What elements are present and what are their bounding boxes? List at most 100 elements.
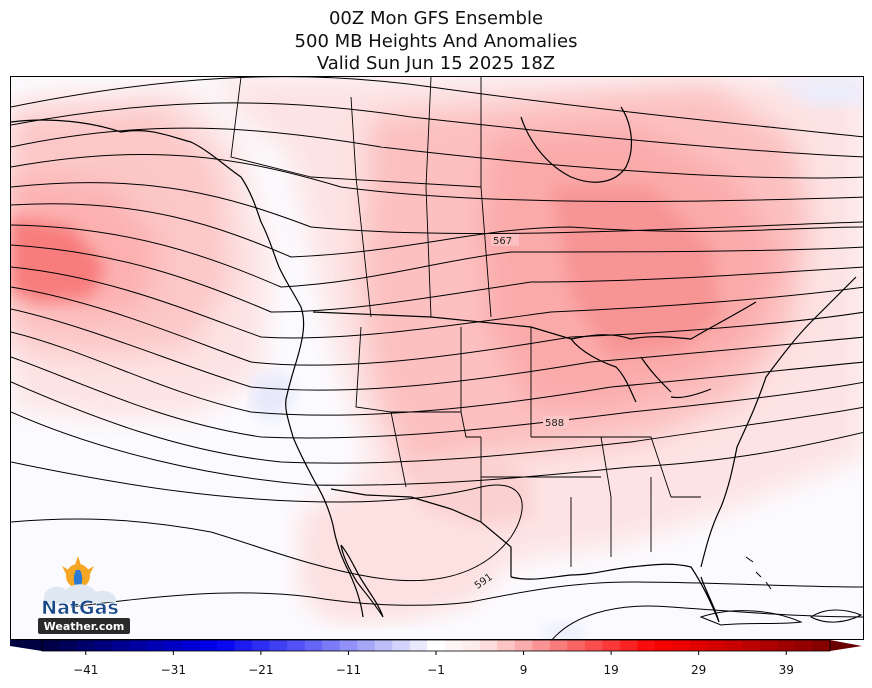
colorbar-tick-label: 39: [779, 663, 794, 677]
height-contours: [11, 77, 863, 639]
colorbar-cell: [94, 640, 113, 651]
colorbar-cell: [392, 640, 411, 651]
colorbar-cell: [252, 640, 271, 651]
colorbar-cell: [129, 640, 148, 651]
colorbar-cell: [759, 640, 778, 651]
colorbar-tick-label: 29: [691, 663, 706, 677]
height-contour: [11, 331, 863, 416]
colorbar-max-arrow: [830, 640, 862, 651]
colorbar-cell: [584, 640, 603, 651]
colorbar-cell: [707, 640, 726, 651]
colorbar-tick-label: −21: [248, 663, 273, 677]
colorbar-cell: [567, 640, 586, 651]
colorbar-cell: [287, 640, 306, 651]
height-contour: [11, 461, 523, 582]
state-lines: [355, 326, 701, 567]
natgas-weather-logo: NatGas Weather.com: [38, 556, 130, 634]
sun-flame-icon: [62, 556, 94, 590]
hudson-bay: [520, 106, 632, 183]
colorbar-cell: [724, 640, 743, 651]
colorbar-tick-label: −1: [427, 663, 445, 677]
height-contour: [11, 244, 863, 313]
great-lakes: [570, 338, 712, 403]
colorbar-cell: [689, 640, 708, 651]
anomaly-shading: [11, 77, 863, 639]
colorbar-cell: [217, 640, 236, 651]
height-contour: [70, 581, 863, 608]
colorbar-cell: [199, 640, 218, 651]
height-contour: [11, 286, 863, 366]
colorbar-cell: [549, 640, 568, 651]
baja-peninsula: [340, 544, 384, 618]
colorbar-cell: [147, 640, 166, 651]
colorbar-cell: [374, 640, 393, 651]
title-line-2: 500 MB Heights And Anomalies: [294, 31, 578, 52]
colorbar-cell: [514, 640, 533, 651]
colorbar-tick-label: 9: [520, 663, 528, 677]
canada-provinces: [230, 77, 492, 318]
cloud-icon: [44, 584, 117, 604]
gulf-coast: [510, 563, 720, 623]
caribbean: [699, 556, 863, 626]
height-contour: [11, 203, 863, 258]
height-contour: [11, 411, 863, 486]
colorbar-cell: [602, 640, 621, 651]
colorbar-cell: [479, 640, 498, 651]
colorbar-cell: [112, 640, 131, 651]
colorbar-cell: [444, 640, 463, 651]
height-contour: [11, 356, 863, 439]
height-contour: [11, 381, 863, 464]
colorbar-min-arrow: [10, 640, 42, 651]
colorbar-cell: [462, 640, 481, 651]
colorbar-tick-label: −41: [73, 663, 98, 677]
logo-text-natgas: NatGas: [41, 597, 119, 619]
colorbar-cell: [812, 640, 831, 651]
colorbar-cell: [427, 640, 446, 651]
colorbar-cell: [339, 640, 358, 651]
logo-text-weathercom: Weather.com: [44, 620, 125, 633]
mexico-border: [330, 488, 512, 577]
colorbar-cell: [42, 640, 61, 651]
colorbar-cell: [742, 640, 761, 651]
map-panel: 567 588 591: [10, 76, 864, 640]
contour-label: 567: [493, 236, 512, 247]
colorbar-cell: [304, 640, 323, 651]
height-contour: [11, 224, 863, 288]
colorbar-cell: [409, 640, 428, 651]
hispaniola: [810, 609, 863, 623]
title-line-3: Valid Sun Jun 15 2025 18Z: [316, 53, 556, 74]
colorbar-tick-label: 19: [603, 663, 618, 677]
boundaries: [11, 77, 857, 623]
height-contour: [11, 102, 863, 158]
height-contour: [11, 127, 863, 179]
cuba: [699, 610, 803, 626]
atlantic-coast: [700, 276, 857, 568]
map-svg: 567 588 591: [11, 77, 863, 639]
height-contour: [11, 153, 863, 202]
height-contour: [552, 605, 863, 639]
title-line-1: 00Z Mon GFS Ensemble: [328, 8, 544, 29]
colorbar-cell: [637, 640, 656, 651]
colorbar-cell: [269, 640, 288, 651]
contour-label: 588: [545, 418, 564, 429]
colorbar-ticks: −41 −31 −21 −11 −1 9 19 29 39: [73, 651, 794, 677]
colorbar-cell: [322, 640, 341, 651]
height-contour: [11, 266, 863, 339]
colorbar-cell: [532, 640, 551, 651]
colorbar-cell: [794, 640, 813, 651]
colorbar-cells: [42, 640, 831, 651]
colorbar-cell: [234, 640, 253, 651]
colorbar-cell: [619, 640, 638, 651]
colorbar-cell: [182, 640, 201, 651]
colorbar-cell: [59, 640, 78, 651]
colorbar-cell: [777, 640, 796, 651]
colorbar-cell: [357, 640, 376, 651]
us-canada-border: [312, 301, 757, 340]
height-contour: [11, 77, 863, 138]
coastline-pacific: [11, 119, 364, 618]
height-contour: [11, 308, 863, 391]
colorbar-cell: [672, 640, 691, 651]
colorbar-cell: [77, 640, 96, 651]
height-contour: [11, 182, 863, 234]
colorbar-cell: [497, 640, 516, 651]
